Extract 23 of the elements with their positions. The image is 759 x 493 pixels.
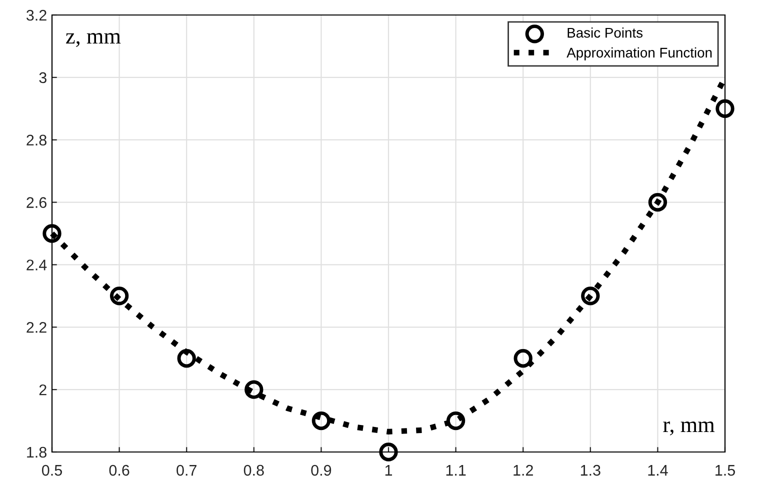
y-tick-label: 2 bbox=[39, 384, 46, 396]
y-axis-title: z, mm bbox=[66, 33, 121, 47]
y-tick-label: 2.6 bbox=[26, 197, 46, 208]
x-tick-label: 1.4 bbox=[648, 465, 668, 476]
x-axis-title: r, mm bbox=[663, 422, 715, 436]
x-tick-label: 0.5 bbox=[42, 464, 62, 476]
y-tick-label: 3 bbox=[39, 72, 46, 84]
y-tick-label: 3.2 bbox=[26, 10, 46, 21]
y-tick-label: 2.2 bbox=[26, 322, 46, 333]
y-tick-label: 1.8 bbox=[27, 446, 46, 458]
x-tick-label: 0.7 bbox=[176, 464, 196, 476]
x-tick-label: 1.3 bbox=[580, 464, 600, 476]
x-tick-label: 1 bbox=[385, 465, 392, 476]
x-tick-label: 0.6 bbox=[109, 464, 130, 476]
x-tick-label: 1.5 bbox=[716, 465, 735, 476]
x-tick-label: 0.8 bbox=[244, 464, 264, 476]
legend-label: Approximation Function bbox=[566, 47, 712, 60]
x-tick-label: 1.2 bbox=[514, 464, 533, 476]
x-tick-label: 0.9 bbox=[311, 464, 332, 476]
y-tick-label: 2.4 bbox=[26, 260, 47, 270]
x-tick-label: 1.1 bbox=[446, 465, 466, 476]
y-tick-label: 2.8 bbox=[26, 134, 46, 146]
legend-label: Basic Points bbox=[568, 28, 643, 38]
